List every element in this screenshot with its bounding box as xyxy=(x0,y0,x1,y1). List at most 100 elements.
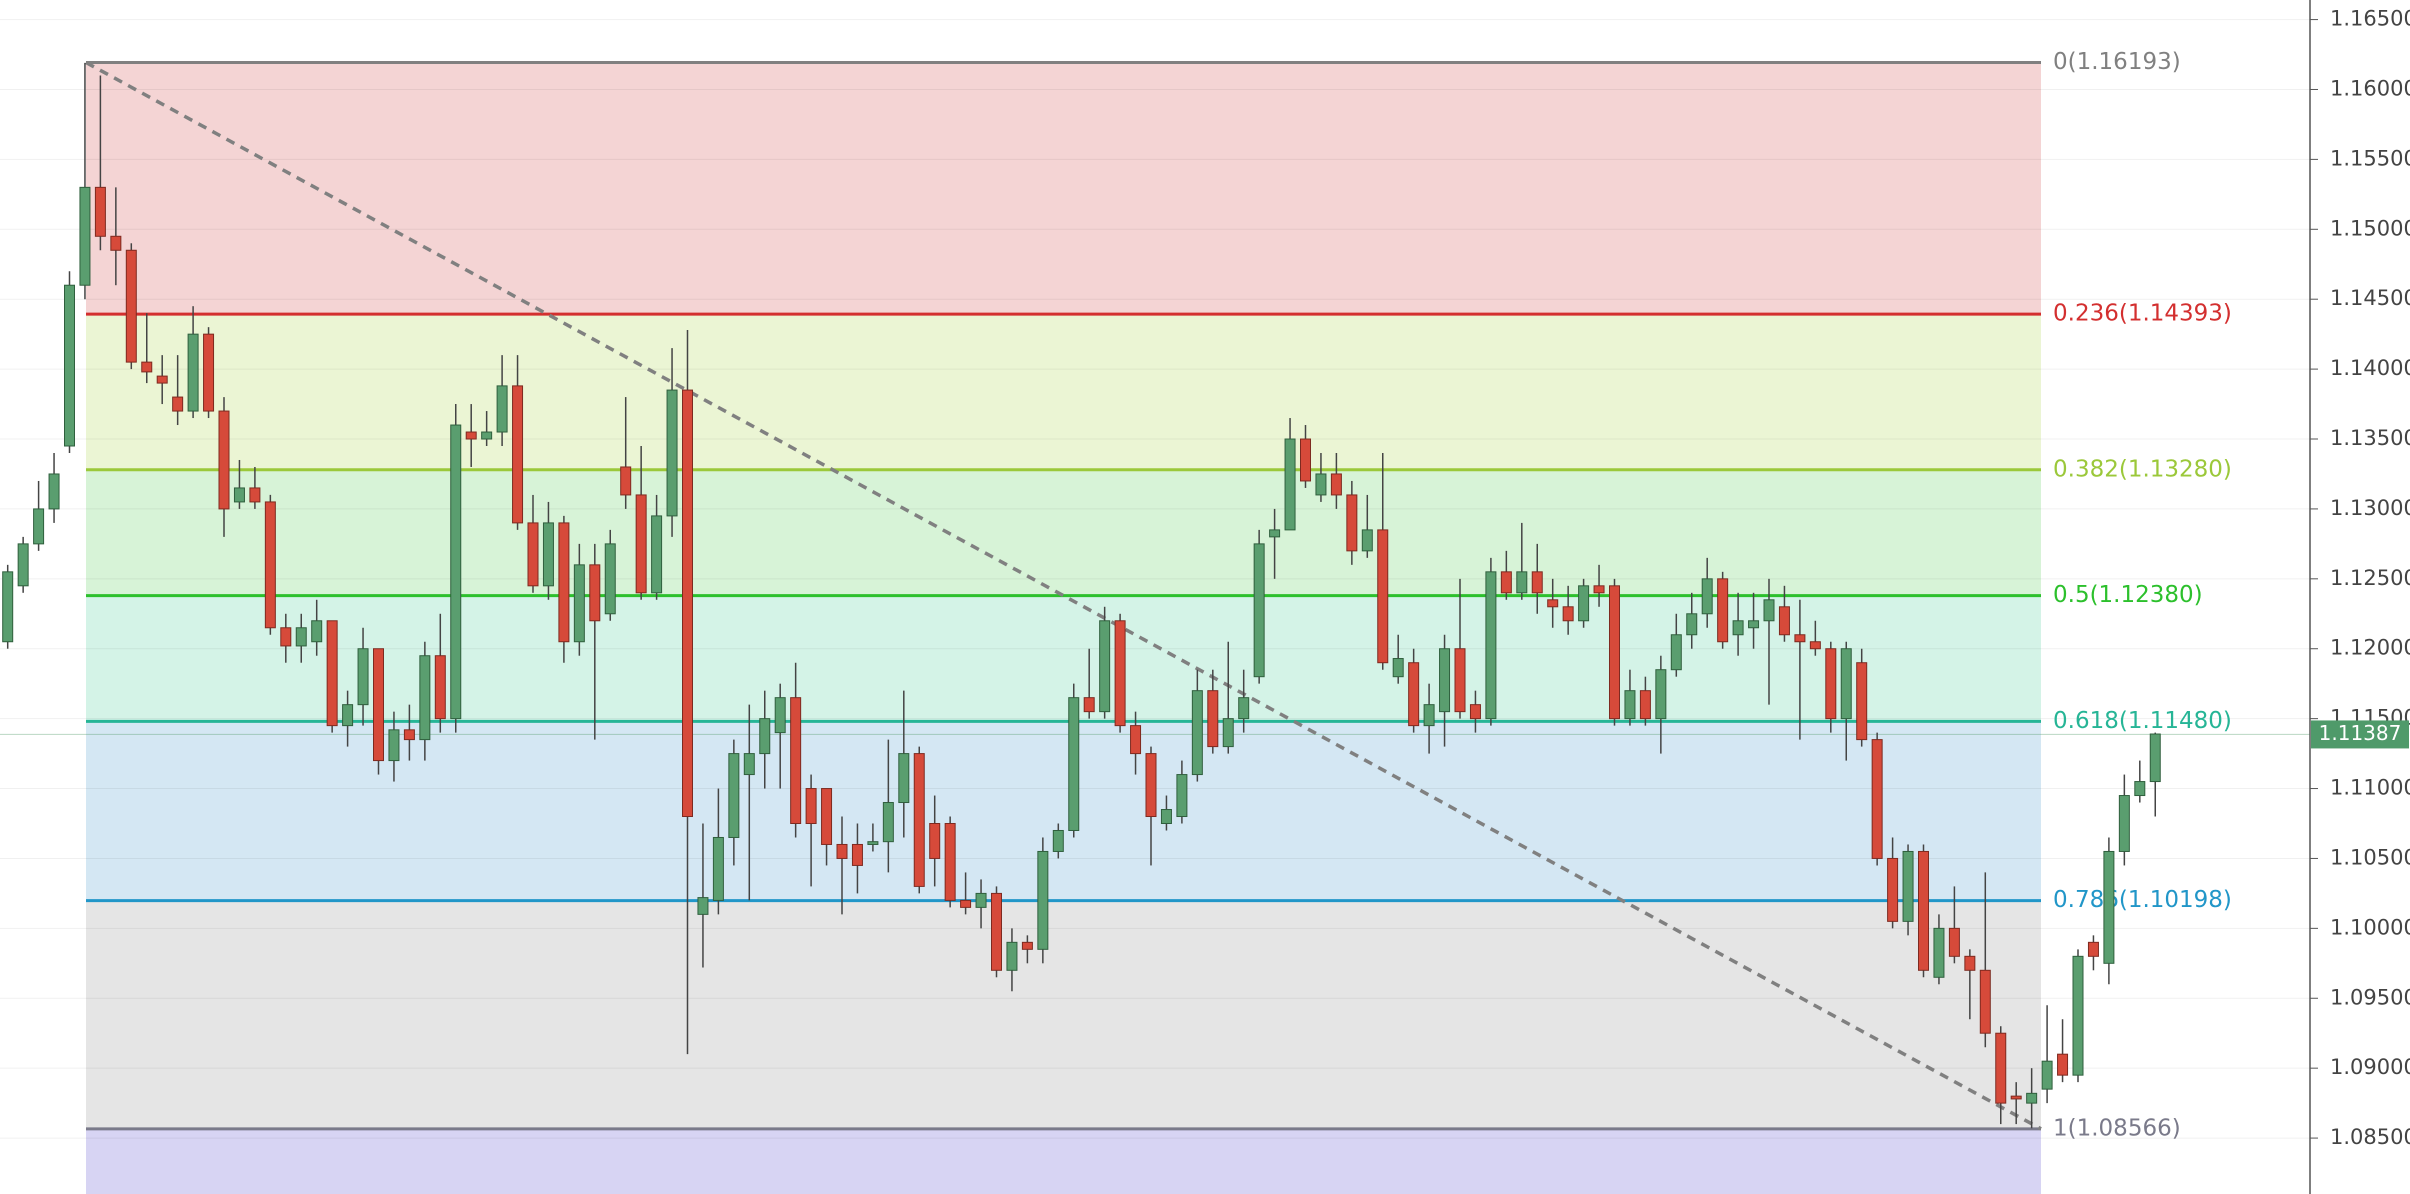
candle-body xyxy=(419,655,431,741)
candle-body xyxy=(64,284,75,447)
candle-body xyxy=(805,788,817,824)
y-tick-label: 1.11000 xyxy=(2330,776,2410,800)
y-tick-label: 1.16000 xyxy=(2330,76,2410,100)
candle-body xyxy=(1578,585,1590,622)
candle-body xyxy=(1222,718,1234,748)
candle-body xyxy=(1485,571,1497,720)
candle-body xyxy=(1593,585,1605,594)
candle-body xyxy=(712,836,724,901)
candle-body xyxy=(496,385,508,433)
candle-body xyxy=(156,375,168,384)
candle-body xyxy=(1454,648,1466,713)
fib-zone xyxy=(86,1128,2041,1194)
candle-body xyxy=(542,522,554,587)
fib-label: 1(1.08566) xyxy=(2053,1115,2181,1141)
candle-body xyxy=(2026,1092,2038,1104)
candle-body xyxy=(2149,733,2161,783)
candle-body xyxy=(1330,473,1342,496)
candle-body xyxy=(821,788,833,845)
y-tick-label: 1.08500 xyxy=(2330,1125,2410,1149)
candle-body xyxy=(1114,620,1126,727)
candle-body xyxy=(481,431,493,440)
candle-body xyxy=(2134,781,2146,797)
candle-body xyxy=(373,648,384,762)
candle-body xyxy=(1531,571,1543,594)
candle-body xyxy=(1377,529,1389,664)
candle-body xyxy=(1948,927,1960,957)
candle-body xyxy=(867,841,879,845)
candle-body xyxy=(651,515,663,594)
candle-body xyxy=(604,543,616,615)
candle-body xyxy=(1856,662,1868,741)
y-tick-label: 1.14500 xyxy=(2330,286,2410,310)
candle-body xyxy=(2041,1060,2053,1090)
fib-label: 0.786(1.10198) xyxy=(2053,887,2232,913)
candle-body xyxy=(1253,543,1265,678)
candle-body xyxy=(512,385,524,524)
candle-body xyxy=(403,729,415,741)
candle-body xyxy=(728,753,740,838)
candle-body xyxy=(1392,658,1404,678)
candle-body xyxy=(1686,613,1698,636)
y-tick-label: 1.13000 xyxy=(2330,496,2410,520)
candle-body xyxy=(851,843,863,866)
candle-body xyxy=(1269,529,1281,538)
candle-body xyxy=(573,564,585,643)
y-tick-label: 1.14000 xyxy=(2330,356,2410,380)
candle-body xyxy=(295,627,307,647)
candle-body xyxy=(1794,634,1806,643)
candle-body xyxy=(527,522,539,587)
candle-body xyxy=(1006,941,1018,971)
candle-body xyxy=(2072,955,2084,1076)
fib-label: 0.5(1.12380) xyxy=(2053,582,2203,608)
candle-body xyxy=(1825,648,1837,720)
candle-body xyxy=(666,389,678,517)
candle-body xyxy=(79,186,91,286)
candle-body xyxy=(1918,850,1929,971)
candle-body xyxy=(1052,829,1064,852)
y-tick-label: 1.09500 xyxy=(2330,985,2410,1009)
candle-body xyxy=(620,466,632,496)
candle-body xyxy=(1346,494,1358,552)
candle-body xyxy=(1979,969,1991,1034)
candle-body xyxy=(1130,725,1142,755)
fib-label: 0.618(1.11480) xyxy=(2053,708,2232,734)
candle-body xyxy=(1902,850,1914,922)
candle-body xyxy=(125,249,137,363)
candle-body xyxy=(1284,438,1296,531)
candle-body xyxy=(790,697,802,824)
candle-body xyxy=(1933,927,1945,978)
candle-body xyxy=(558,522,570,643)
candle-body xyxy=(898,753,910,804)
candle-body xyxy=(635,494,647,594)
candle-body xyxy=(357,648,369,706)
candle-body xyxy=(774,697,786,734)
candle-body xyxy=(1624,690,1636,720)
candle-body xyxy=(249,487,261,503)
candle-body xyxy=(1964,955,1976,971)
candle-body xyxy=(1655,669,1667,720)
candle-body xyxy=(110,235,122,251)
candle-body xyxy=(1763,599,1775,622)
candle-body xyxy=(1995,1032,2007,1104)
fib-label: 0(1.16193) xyxy=(2053,49,2181,75)
candle-body xyxy=(141,361,153,373)
candle-body xyxy=(2057,1053,2069,1076)
y-tick-label: 1.12000 xyxy=(2330,636,2410,660)
candle-body xyxy=(2103,850,2115,964)
candle-body xyxy=(1037,850,1049,950)
candle-body xyxy=(1423,704,1435,727)
candle-body xyxy=(1099,620,1111,713)
fib-zone xyxy=(86,595,2041,722)
candle-body xyxy=(172,396,184,412)
candle-body xyxy=(2087,941,2099,957)
candle-body xyxy=(1469,704,1481,720)
candle-body xyxy=(187,333,199,412)
fib-zone xyxy=(86,469,2041,596)
candle-body xyxy=(1887,857,1899,922)
candle-body xyxy=(960,899,972,908)
candle-body xyxy=(1191,690,1203,776)
candle-body xyxy=(929,822,941,859)
trend-line xyxy=(85,60,2042,1131)
